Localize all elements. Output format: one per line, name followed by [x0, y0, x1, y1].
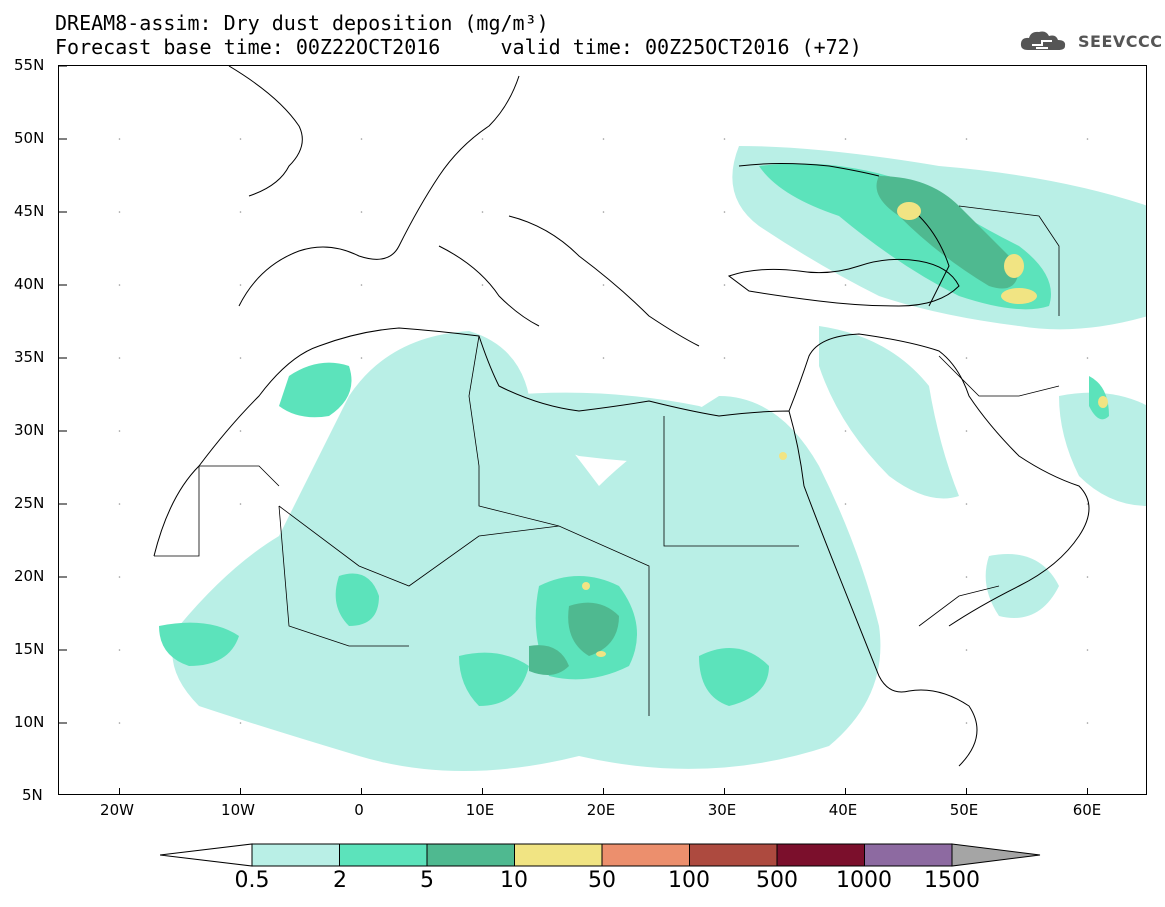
- grid-dot: [602, 284, 605, 286]
- colorbar-box: [339, 843, 428, 867]
- lon-label: 10E: [465, 801, 495, 819]
- lat-label: 55N: [14, 56, 45, 74]
- grid-dot: [844, 284, 847, 286]
- grid-dot: [602, 357, 605, 359]
- lon-label: 10W: [221, 801, 255, 819]
- grid-dot: [723, 357, 726, 359]
- logo-text: SEEVCCC: [1078, 31, 1163, 51]
- lon-label: 50E: [949, 801, 979, 819]
- colorbar-label: 1000: [836, 868, 892, 893]
- grid-dot: [118, 211, 121, 213]
- grid-dot: [118, 357, 121, 359]
- colorbar-label: 0.5: [234, 868, 270, 893]
- lat-label: 30N: [14, 421, 45, 439]
- colorbar-box: [601, 843, 690, 867]
- lat-label: 35N: [14, 348, 45, 366]
- map-area: [58, 65, 1147, 795]
- grid-dot: [239, 722, 242, 724]
- grid-dot: [1086, 138, 1089, 140]
- colorbar-box: [776, 843, 865, 867]
- grid-dot: [844, 138, 847, 140]
- grid-dot: [844, 503, 847, 505]
- colorbar-label: 2: [333, 868, 347, 893]
- colorbar-box: [864, 843, 953, 867]
- colorbar-box: [426, 843, 515, 867]
- colorbar-under-triangle: [160, 843, 253, 867]
- lon-label: 40E: [828, 801, 858, 819]
- grid-dot: [965, 576, 968, 578]
- lon-label: 20E: [586, 801, 616, 819]
- colorbar-label: 1500: [924, 868, 980, 893]
- grid-dot: [1086, 503, 1089, 505]
- colorbar-label: 10: [500, 868, 528, 893]
- grid-dot: [844, 430, 847, 432]
- grid-dot: [239, 211, 242, 213]
- grid-dot: [239, 430, 242, 432]
- grid-dot: [602, 138, 605, 140]
- lat-label: 40N: [14, 275, 45, 293]
- grid-dot: [360, 284, 363, 286]
- colorbar-label: 5: [420, 868, 434, 893]
- lat-label: 50N: [14, 129, 45, 147]
- colorbar-box: [514, 843, 603, 867]
- grid-dot: [481, 284, 484, 286]
- grid-dot: [965, 138, 968, 140]
- colorbar: [160, 843, 1041, 867]
- lon-label: 0: [354, 801, 364, 819]
- lat-label: 5N: [22, 786, 43, 804]
- lat-label: 45N: [14, 202, 45, 220]
- grid-dot: [965, 430, 968, 432]
- grid-dot: [965, 722, 968, 724]
- cloud-icon: [1020, 31, 1066, 50]
- grid-dot: [239, 503, 242, 505]
- grid-dot: [1086, 576, 1089, 578]
- colorbar-label: 50: [588, 868, 616, 893]
- grid-dot: [723, 211, 726, 213]
- forecast-times: Forecast base time: 00Z22OCT2016 valid t…: [55, 35, 862, 59]
- grid-dot: [481, 138, 484, 140]
- grid-dot: [239, 138, 242, 140]
- grid-dot: [239, 357, 242, 359]
- grid-dot: [1086, 649, 1089, 651]
- coastlines: [153, 66, 1090, 767]
- lat-label: 20N: [14, 567, 45, 585]
- grid-dot: [118, 576, 121, 578]
- grid-dot: [118, 138, 121, 140]
- grid-dot: [965, 503, 968, 505]
- axis-ticks: [59, 66, 1088, 794]
- grid-dot: [360, 138, 363, 140]
- lon-label: 30E: [707, 801, 737, 819]
- grid-dot: [723, 138, 726, 140]
- grid-dot: [360, 211, 363, 213]
- grid-dot: [239, 284, 242, 286]
- lon-label: 60E: [1072, 801, 1102, 819]
- colorbar-box: [251, 843, 340, 867]
- dust-map: [59, 66, 1146, 794]
- colorbar-over-triangle: [951, 843, 1041, 867]
- grid-dot: [118, 649, 121, 651]
- colorbar-label: 100: [668, 868, 710, 893]
- chart-title: DREAM8-assim: Dry dust deposition (mg/m³…: [55, 11, 549, 35]
- grid-dot: [360, 357, 363, 359]
- grid-dot: [118, 503, 121, 505]
- grid-dot: [118, 284, 121, 286]
- lat-label: 15N: [14, 640, 45, 658]
- dust-shading-high: [582, 202, 1108, 657]
- grid-dot: [118, 430, 121, 432]
- lat-label: 25N: [14, 494, 45, 512]
- grid-dot: [481, 211, 484, 213]
- colorbar-label: 500: [756, 868, 798, 893]
- lon-label: 20W: [100, 801, 134, 819]
- seevccc-logo: SEEVCCC: [1018, 28, 1163, 54]
- grid-dot: [118, 722, 121, 724]
- grid-dot: [602, 211, 605, 213]
- grid-dot: [965, 357, 968, 359]
- grid-dot: [1086, 357, 1089, 359]
- grid-dot: [723, 284, 726, 286]
- colorbar-box: [689, 843, 778, 867]
- grid-dot: [965, 649, 968, 651]
- lat-label: 10N: [14, 713, 45, 731]
- grid-dot: [1086, 722, 1089, 724]
- country-borders: [154, 205, 1060, 716]
